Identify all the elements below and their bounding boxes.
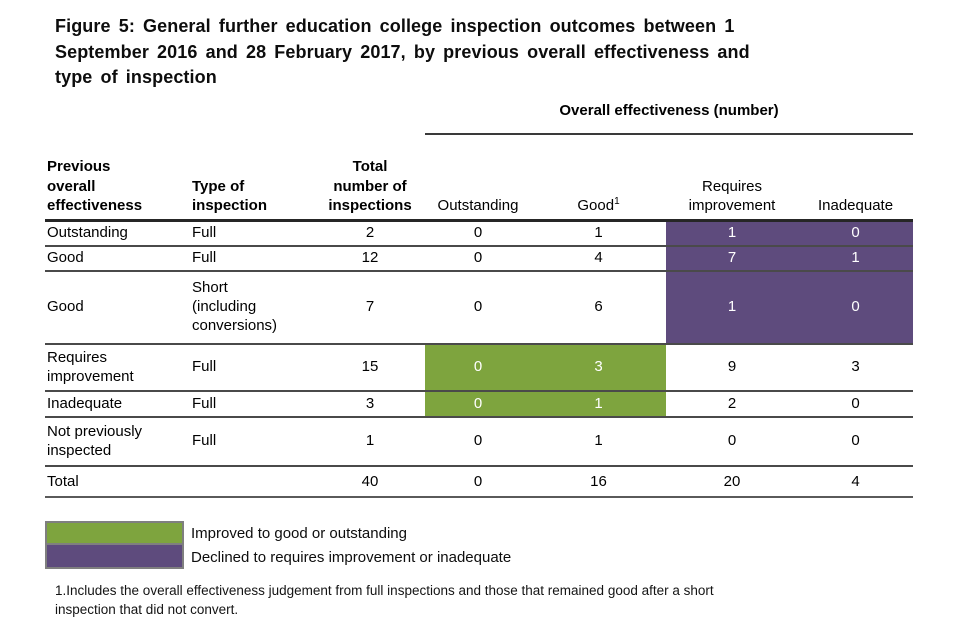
cell-outstanding: 0 [425, 417, 531, 467]
cell-good: 6 [531, 271, 666, 345]
cell-previous: Requires improvement [45, 344, 190, 392]
cell-type: Full [190, 246, 315, 272]
cell-requires-improvement-declined: 1 [666, 271, 798, 345]
cell-total: 7 [315, 271, 425, 345]
cell-previous: Good [45, 246, 190, 272]
group-header-spacer [45, 100, 190, 134]
col-header-good-label: Good [577, 197, 615, 214]
legend-item-declined: Declined to requires improvement or inad… [45, 545, 511, 569]
cell-inadequate: 3 [798, 344, 914, 392]
cell-good: 1 [531, 220, 666, 247]
cell-inadequate: 0 [798, 417, 914, 467]
col-header-outstanding: Outstanding [425, 134, 531, 222]
cell-type: Full [190, 391, 315, 418]
table-row-total: Total 40 0 16 20 4 [45, 466, 914, 498]
figure-title-line: September 2016 and 28 February 2017, by … [55, 41, 750, 62]
cell-good-improved: 3 [531, 344, 666, 392]
figure-title: Figure 5: General further education coll… [55, 14, 915, 91]
table-row-requires-improvement: Requires improvement Full 15 0 3 9 3 [45, 344, 914, 392]
cell-total: 12 [315, 246, 425, 272]
table-row-inadequate: Inadequate Full 3 0 1 2 0 [45, 391, 914, 418]
cell-requires-improvement: 20 [666, 466, 798, 498]
cell-type: Full [190, 220, 315, 247]
legend-label-improved: Improved to good or outstanding [191, 524, 407, 542]
cell-total-label: Total [45, 466, 190, 498]
cell-total: 1 [315, 417, 425, 467]
col-header-total-inspections: Total number of inspections [315, 134, 425, 222]
cell-inadequate: 0 [798, 391, 914, 418]
cell-requires-improvement-declined: 1 [666, 220, 798, 247]
cell-outstanding: 0 [425, 220, 531, 247]
group-header-overall-effectiveness: Overall effectiveness (number) [425, 100, 914, 135]
cell-total: 15 [315, 344, 425, 392]
footnote-line: inspection that did not convert. [55, 601, 239, 617]
cell-total: 40 [315, 466, 425, 498]
group-header-row: Overall effectiveness (number) [45, 100, 914, 135]
cell-total: 2 [315, 220, 425, 247]
col-header-inadequate: Inadequate [798, 134, 914, 222]
cell-requires-improvement: 9 [666, 344, 798, 392]
cell-requires-improvement-declined: 7 [666, 246, 798, 272]
inspection-outcomes-table: Overall effectiveness (number) Previous … [45, 100, 914, 498]
cell-outstanding: 0 [425, 271, 531, 345]
cell-outstanding-improved: 0 [425, 344, 531, 392]
footnote-marker: 1 [614, 196, 620, 207]
cell-outstanding-improved: 0 [425, 391, 531, 418]
cell-inadequate-declined: 0 [798, 271, 914, 345]
cell-type: Full [190, 344, 315, 392]
group-header-spacer [190, 100, 315, 134]
legend-swatch-declined [45, 545, 184, 569]
cell-outstanding: 0 [425, 246, 531, 272]
legend-item-improved: Improved to good or outstanding [45, 521, 511, 545]
group-header-spacer [315, 100, 425, 134]
legend-swatch-improved [45, 521, 184, 545]
cell-type: Short (including conversions) [190, 271, 315, 345]
col-header-requires-improvement: Requires improvement [666, 134, 798, 222]
cell-good: 4 [531, 246, 666, 272]
figure-title-line: type of inspection [55, 67, 217, 88]
footnote: 1.Includes the overall effectiveness jud… [55, 582, 895, 619]
figure-title-line: Figure 5: General further education coll… [55, 16, 735, 36]
table-row-not-previously-inspected: Not previously inspected Full 1 0 1 0 0 [45, 417, 914, 467]
col-header-type-of-inspection: Type of inspection [190, 134, 315, 222]
cell-previous: Not previously inspected [45, 417, 190, 467]
cell-inadequate-declined: 0 [798, 220, 914, 247]
cell-good: 1 [531, 417, 666, 467]
col-header-previous-overall-effectiveness: Previous overall effectiveness [45, 134, 190, 222]
cell-requires-improvement: 2 [666, 391, 798, 418]
cell-requires-improvement: 0 [666, 417, 798, 467]
legend-label-declined: Declined to requires improvement or inad… [191, 548, 512, 566]
column-header-row: Previous overall effectiveness Type of i… [45, 134, 914, 222]
cell-type: Full [190, 417, 315, 467]
table-row-good-full: Good Full 12 0 4 7 1 [45, 246, 914, 272]
cell-good-improved: 1 [531, 391, 666, 418]
cell-inadequate: 4 [798, 466, 914, 498]
cell-empty [190, 466, 315, 498]
cell-outstanding: 0 [425, 466, 531, 498]
cell-previous: Good [45, 271, 190, 345]
col-header-good: Good1 [531, 134, 666, 222]
table-row-good-short: Good Short (including conversions) 7 0 6… [45, 271, 914, 345]
cell-total: 3 [315, 391, 425, 418]
cell-good: 16 [531, 466, 666, 498]
footnote-line: 1.Includes the overall effectiveness jud… [55, 583, 714, 598]
cell-inadequate-declined: 1 [798, 246, 914, 272]
cell-previous: Inadequate [45, 391, 190, 418]
table-row-outstanding: Outstanding Full 2 0 1 1 0 [45, 220, 914, 247]
cell-previous: Outstanding [45, 220, 190, 247]
legend: Improved to good or outstanding Declined… [45, 521, 511, 569]
